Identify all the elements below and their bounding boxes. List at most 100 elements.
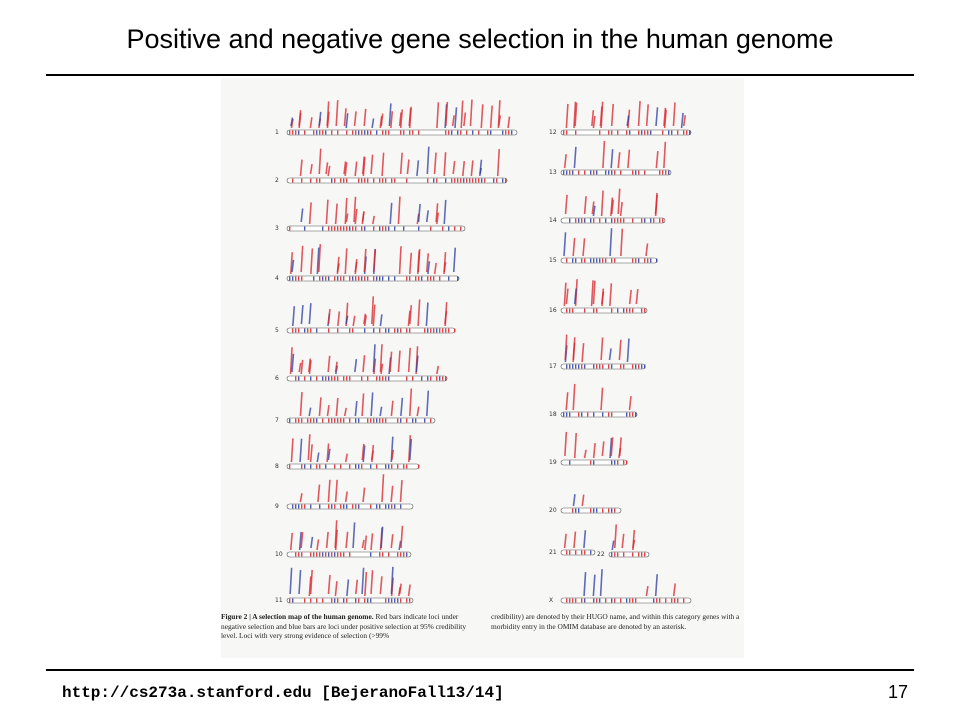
gene-label-mark [582, 238, 586, 257]
gene-label-mark [600, 190, 604, 217]
selection-band [322, 598, 324, 603]
selection-band [316, 376, 318, 381]
selection-band [334, 226, 336, 231]
gene-label-mark [628, 396, 632, 411]
selection-band [394, 178, 396, 183]
chromosome-label-9: 9 [275, 503, 279, 510]
chromosome-3-ideogram [286, 225, 466, 232]
gene-label-mark [564, 334, 568, 361]
selection-band [328, 376, 330, 381]
selection-band [292, 598, 294, 603]
gene-label-mark [318, 111, 322, 127]
selection-band [448, 328, 450, 333]
selection-band [382, 178, 384, 183]
selection-band [388, 464, 390, 469]
selection-band [653, 218, 655, 223]
selection-band [584, 550, 586, 555]
gene-label-mark [346, 579, 350, 597]
selection-band [289, 276, 291, 281]
chromosome-label-13: 13 [549, 169, 557, 176]
selection-band [584, 364, 586, 369]
selection-band [352, 226, 354, 231]
chromosome-label-1: 1 [275, 129, 279, 136]
selection-band [304, 376, 306, 381]
gene-label-mark [618, 339, 622, 361]
gene-label-mark [645, 104, 649, 127]
selection-band [352, 276, 354, 281]
selection-band [569, 598, 571, 603]
gene-label-mark [443, 199, 447, 225]
selection-band [322, 226, 324, 231]
selection-band [382, 418, 384, 423]
gene-label-mark [572, 337, 576, 361]
selection-band [331, 130, 333, 135]
selection-band [334, 504, 336, 509]
gene-label-mark [425, 302, 429, 327]
selection-band [451, 130, 453, 135]
gene-label-mark [565, 392, 569, 411]
selection-band [638, 552, 640, 557]
selection-band [334, 464, 336, 469]
gene-label-mark [300, 359, 304, 375]
selection-band [397, 328, 399, 333]
selection-band [433, 178, 435, 183]
selection-band [617, 308, 619, 313]
gene-label-mark [436, 102, 440, 129]
selection-band [343, 552, 345, 557]
selection-band [412, 418, 414, 423]
selection-band [349, 226, 351, 231]
selection-band [310, 376, 312, 381]
gene-label-mark [298, 531, 302, 551]
chromosome-label-3: 3 [275, 225, 279, 232]
gene-label-mark [298, 569, 302, 595]
selection-band [466, 178, 468, 183]
gene-label-mark [573, 432, 578, 459]
selection-band [397, 464, 399, 469]
selection-band [343, 598, 345, 603]
selection-band [611, 508, 613, 513]
selection-band [403, 464, 405, 469]
selection-band [632, 218, 634, 223]
selection-band [644, 364, 646, 369]
gene-label-mark [507, 116, 511, 129]
selection-band [629, 598, 631, 603]
gene-label-mark [289, 567, 293, 595]
selection-band [608, 130, 610, 135]
chromosome-label-19: 19 [549, 459, 557, 466]
selection-band [367, 178, 369, 183]
selection-band [367, 376, 369, 381]
selection-band [478, 178, 480, 183]
selection-band [617, 552, 619, 557]
selection-band [295, 552, 297, 557]
selection-band [626, 598, 628, 603]
gene-label-mark [415, 355, 419, 373]
gene-label-mark [445, 101, 449, 127]
selection-band [349, 328, 351, 333]
selection-band [490, 130, 492, 135]
selection-band [334, 418, 336, 423]
gene-label-mark [300, 245, 304, 273]
selection-band [298, 328, 300, 333]
gene-label-mark [345, 531, 349, 549]
chromosome-18-ideogram [560, 411, 638, 418]
selection-band [385, 376, 387, 381]
gene-label-mark [308, 576, 312, 597]
gene-label-mark [398, 583, 402, 595]
selection-band [406, 178, 408, 183]
gene-label-mark [308, 407, 312, 417]
selection-band [496, 178, 498, 183]
selection-band [593, 364, 595, 369]
selection-band [593, 218, 595, 223]
gene-label-mark [398, 540, 402, 551]
chromosome-label-14: 14 [549, 217, 557, 224]
selection-band [575, 218, 577, 223]
gene-label-mark [408, 305, 413, 325]
gene-label-mark [290, 117, 294, 127]
selection-band [638, 258, 640, 263]
selection-band [373, 178, 375, 183]
gene-label-mark [310, 248, 314, 275]
selection-band [328, 552, 330, 557]
selection-band [331, 598, 333, 603]
gene-label-mark [361, 539, 365, 549]
selection-band [439, 328, 441, 333]
